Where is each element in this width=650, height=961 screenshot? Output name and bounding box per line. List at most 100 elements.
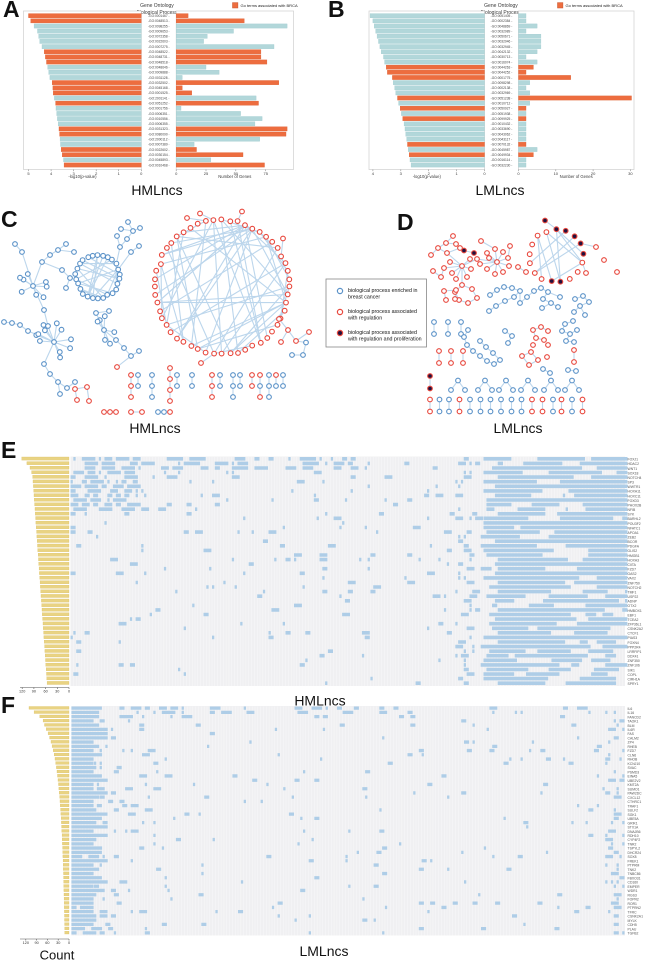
svg-text:SP3: SP3 <box>628 481 635 485</box>
svg-text:KCNJ10: KCNJ10 <box>628 762 641 766</box>
svg-text:-GO:0048518 -: -GO:0048518 - <box>148 60 170 64</box>
svg-text:-GO:0032502 -: -GO:0032502 - <box>148 81 170 85</box>
svg-text:ZP4: ZP4 <box>628 741 634 745</box>
svg-text:4: 4 <box>50 171 53 176</box>
svg-text:0: 0 <box>517 171 520 176</box>
svg-text:-GO:0051405 -: -GO:0051405 - <box>491 14 513 18</box>
svg-text:-GO:0009653 -: -GO:0009653 - <box>148 29 170 33</box>
svg-text:HMGB1: HMGB1 <box>628 554 640 558</box>
svg-text:WNT1: WNT1 <box>628 467 638 471</box>
svg-text:D: D <box>397 209 414 235</box>
svg-text:-GO:0002138 -: -GO:0002138 - <box>491 86 513 90</box>
svg-text:0: 0 <box>175 171 178 176</box>
svg-text:CYP4F2: CYP4F2 <box>628 838 641 842</box>
svg-text:SGK1: SGK1 <box>628 813 637 817</box>
svg-text:-GO:0045893 -: -GO:0045893 - <box>148 158 170 162</box>
svg-text:HOXC11: HOXC11 <box>628 494 641 498</box>
svg-text:0: 0 <box>68 941 70 945</box>
svg-text:A: A <box>3 0 20 22</box>
svg-text:-GO:0010432 -: -GO:0010432 - <box>491 122 513 126</box>
svg-text:Gene Ontology: Gene Ontology <box>140 3 174 9</box>
svg-text:LMLncs: LMLncs <box>299 943 348 959</box>
svg-text:with regulation: with regulation <box>348 315 382 321</box>
svg-text:NFIB: NFIB <box>628 508 636 512</box>
svg-text:GRIK1: GRIK1 <box>628 821 638 825</box>
svg-text:-GO:0030713 -: -GO:0030713 - <box>491 55 513 59</box>
svg-text:-GO:0007389 -: -GO:0007389 - <box>148 143 170 147</box>
svg-text:50: 50 <box>234 171 239 176</box>
svg-text:FOPR2: FOPR2 <box>628 898 639 902</box>
svg-text:MYLK: MYLK <box>628 919 638 923</box>
svg-text:STX1A: STX1A <box>628 826 639 830</box>
svg-text:RGS3: RGS3 <box>628 893 637 897</box>
svg-text:60: 60 <box>45 941 49 945</box>
svg-text:FAS: FAS <box>628 732 635 736</box>
svg-text:PIAS3: PIAS3 <box>628 636 638 640</box>
svg-text:FZD7: FZD7 <box>628 568 637 572</box>
svg-text:CIRH1A: CIRH1A <box>628 678 641 682</box>
svg-text:FBXO31: FBXO31 <box>628 876 641 880</box>
svg-text:CIITA: CIITA <box>628 563 637 567</box>
svg-text:0: 0 <box>140 171 143 176</box>
svg-text:-GO:0043117 -: -GO:0043117 - <box>491 138 512 142</box>
svg-text:FOXN4: FOXN4 <box>628 641 639 645</box>
svg-text:60: 60 <box>43 690 47 694</box>
svg-text:CD160: CD160 <box>628 881 639 885</box>
svg-text:1: 1 <box>118 171 121 176</box>
svg-text:DDX41: DDX41 <box>628 655 639 659</box>
svg-text:APOA1: APOA1 <box>628 531 639 535</box>
svg-text:LRRFIP1: LRRFIP1 <box>628 650 642 654</box>
svg-text:SPRY1: SPRY1 <box>628 682 639 686</box>
svg-text:TFRC: TFRC <box>628 910 638 914</box>
svg-text:-GO:0032969 -: -GO:0032969 - <box>491 91 513 95</box>
svg-text:HMLncs: HMLncs <box>129 420 180 436</box>
svg-text:PSMD3: PSMD3 <box>628 770 640 774</box>
svg-text:BLM: BLM <box>628 724 635 728</box>
svg-text:Gene Ontology: Gene Ontology <box>484 3 518 9</box>
svg-text:LMLncs: LMLncs <box>493 420 542 436</box>
svg-text:EINA5: EINA5 <box>628 775 638 779</box>
svg-text:-GO:0031128 -: -GO:0031128 - <box>148 76 169 80</box>
svg-text:-GO:0001775 -: -GO:0001775 - <box>491 76 513 80</box>
svg-text:1: 1 <box>455 171 458 176</box>
svg-text:-GO:0048646 -: -GO:0048646 - <box>148 66 170 70</box>
svg-text:DHCR24: DHCR24 <box>628 851 642 855</box>
svg-text:10: 10 <box>554 171 559 176</box>
svg-text:KMT2A: KMT2A <box>628 783 640 787</box>
svg-text:-GO:0044252 -: -GO:0044252 - <box>491 71 513 75</box>
svg-text:2: 2 <box>95 171 98 176</box>
svg-text:20: 20 <box>591 171 596 176</box>
svg-text:ROR1: ROR1 <box>628 902 638 906</box>
svg-text:TAOK1: TAOK1 <box>628 720 639 724</box>
svg-text:biological process enriched i: biological process enriched in <box>348 288 418 294</box>
svg-text:TNK2: TNK2 <box>628 868 637 872</box>
svg-text:-GO:0048522 -: -GO:0048522 - <box>148 50 170 54</box>
svg-text:TCEA2: TCEA2 <box>628 618 639 622</box>
svg-text:-GO:0042132 -: -GO:0042132 - <box>491 50 513 54</box>
svg-text:CSNK2A2: CSNK2A2 <box>628 627 644 631</box>
svg-text:RDH10: RDH10 <box>628 834 639 838</box>
svg-text:BCOR: BCOR <box>628 540 638 544</box>
svg-text:HOXA11: HOXA11 <box>628 490 641 494</box>
svg-text:Biological Process: Biological Process <box>137 10 178 16</box>
svg-text:-GO:0006351 -: -GO:0006351 - <box>148 112 170 116</box>
svg-text:Count: Count <box>40 948 75 961</box>
svg-text:IL16: IL16 <box>628 711 635 715</box>
svg-text:120: 120 <box>23 941 29 945</box>
svg-text:-GO:0016114 -: -GO:0016114 - <box>491 158 512 162</box>
svg-text:SOX18: SOX18 <box>628 471 639 475</box>
svg-text:-GO:0050671 -: -GO:0050671 - <box>491 35 513 39</box>
svg-text:CSNK2A1: CSNK2A1 <box>628 915 644 919</box>
svg-text:BARHL2: BARHL2 <box>628 517 641 521</box>
svg-text:-GO:0032989 -: -GO:0032989 - <box>491 29 513 33</box>
svg-text:SYK: SYK <box>628 513 636 517</box>
svg-text:HOXA3: HOXA3 <box>628 558 640 562</box>
svg-text:-GO:0031323 -: -GO:0031323 - <box>148 127 170 131</box>
svg-text:SIK1: SIK1 <box>628 668 635 672</box>
svg-text:ZNF750: ZNF750 <box>628 581 640 585</box>
svg-text:30: 30 <box>628 171 633 176</box>
svg-text:PTPRN2: PTPRN2 <box>628 906 641 910</box>
svg-text:IL6R: IL6R <box>628 728 636 732</box>
svg-text:-GO:0033690 -: -GO:0033690 - <box>491 127 513 131</box>
svg-text:biological process associated: biological process associated <box>348 330 417 336</box>
